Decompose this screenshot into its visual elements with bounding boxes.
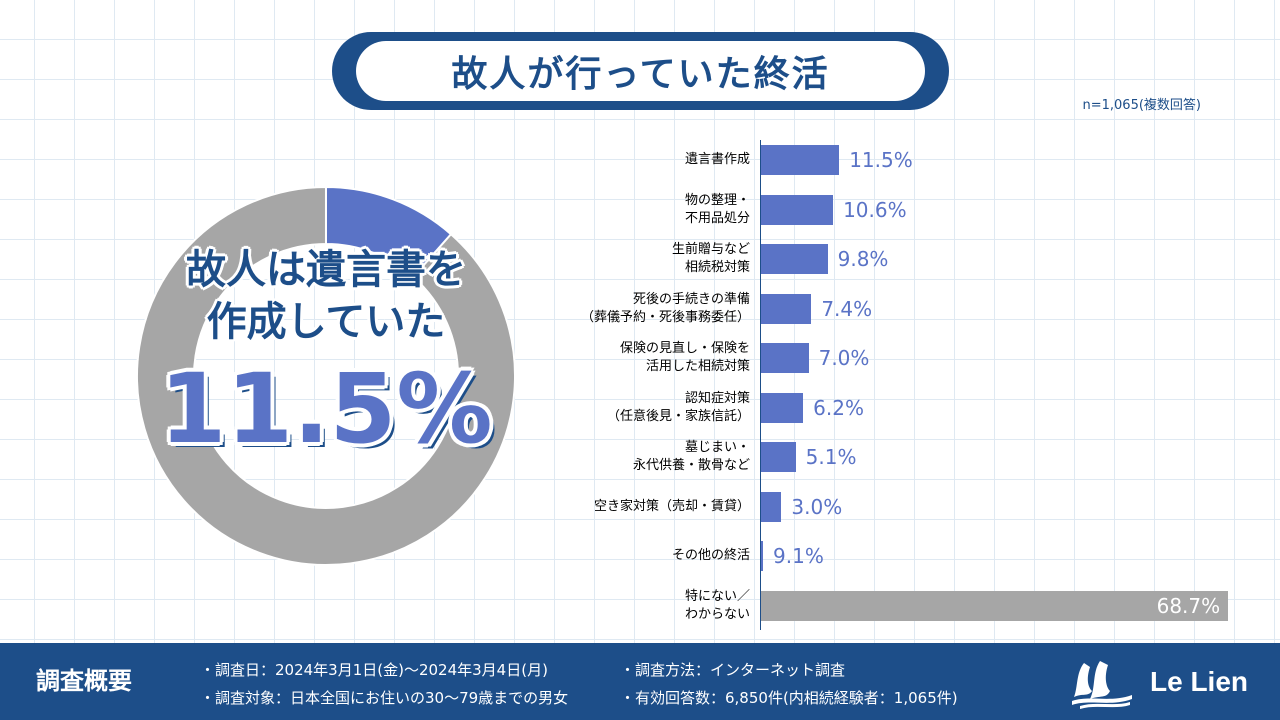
- bar: [761, 244, 828, 274]
- footer-heading: 調査概要: [36, 667, 132, 695]
- donut-callout-line1: 故人は遺言書を: [186, 247, 466, 293]
- bar-row: 物の整理・ 不用品処分 10.6%: [560, 185, 1260, 235]
- bar-row: 空き家対策（売却・賃貸） 3.0%: [560, 482, 1260, 532]
- donut-callout-line2: 作成していた: [206, 299, 446, 345]
- bar-row: その他の終活 9.1%: [560, 531, 1260, 581]
- footer-survey-target: ・調査対象：日本全国にお住いの30〜79歳までの男女: [200, 689, 569, 707]
- bar-value-label: 68.7%: [1156, 593, 1221, 618]
- bar: [761, 590, 1229, 621]
- bar: [761, 343, 809, 373]
- footer: 調査概要 ・調査日：2024年3月1日(金)〜2024年3月4日(月) ・調査方…: [0, 643, 1280, 720]
- donut-chart: [136, 186, 516, 566]
- bar: [761, 491, 782, 522]
- bar-chart-axis: [760, 140, 761, 630]
- donut-slice-rest: [136, 186, 516, 566]
- donut-callout: 故人は遺言書を 作成していた 11.5%: [136, 244, 516, 464]
- footer-survey-method: ・調査方法：インターネット調査: [620, 661, 846, 679]
- bar-value-label: 3.0%: [791, 494, 843, 519]
- bar-row: 保険の見直し・保険を 活用した相続対策 7.0%: [560, 333, 1260, 383]
- bar-row: 死後の手続きの準備 （葬儀予約・死後事務委任） 7.4%: [560, 284, 1260, 334]
- bar-category-label: 墓じまい・ 永代供養・散骨など: [632, 440, 750, 473]
- bar-category-label: 生前贈与など 相続税対策: [671, 242, 750, 275]
- bar-value-label: 7.0%: [818, 346, 870, 370]
- le-lien-logo-icon: [1072, 661, 1132, 709]
- bar-value-label: 10.6%: [843, 197, 907, 222]
- bar-row: 特にない／ わからない 68.7%: [560, 581, 1260, 631]
- bar-value-label: 6.2%: [813, 395, 864, 420]
- footer-valid-responses: ・有効回答数：6,850件(内相続経験者：1,065件): [620, 689, 958, 707]
- bar-row: 生前贈与など 相続税対策 9.8%: [560, 234, 1260, 284]
- bar: [761, 145, 840, 175]
- bar-category-label: その他の終活: [671, 548, 750, 563]
- bar-value-label: 11.5%: [849, 148, 913, 172]
- title-banner: 故人が行っていた終活: [332, 32, 949, 110]
- donut-callout-value: 11.5%: [159, 353, 493, 465]
- bar-category-label: 死後の手続きの準備 （葬儀予約・死後事務委任）: [580, 291, 750, 325]
- bar-value-label: 9.8%: [837, 247, 889, 271]
- page-title: 故人が行っていた終活: [356, 41, 925, 101]
- bar-row: 墓じまい・ 永代供養・散骨など 5.1%: [560, 432, 1260, 482]
- bar-category-label: 保険の見直し・保険を 活用した相続対策: [619, 341, 750, 374]
- bar: [761, 442, 796, 472]
- bar-chart: 遺言書作成 11.5% 物の整理・ 不用品処分 10.6% 生前贈与など 相続税対策 9.…: [560, 130, 1260, 635]
- bar-value-label: 7.4%: [821, 296, 873, 321]
- bar-category-label: 物の整理・ 不用品処分: [684, 192, 750, 226]
- bar-category-label: 特にない／ わからない: [684, 588, 750, 622]
- footer-survey-date: ・調査日：2024年3月1日(金)〜2024年3月4日(月): [200, 661, 548, 679]
- bar: [761, 194, 834, 225]
- bar-row: 認知症対策 （任意後見・家族信託） 6.2%: [560, 383, 1260, 433]
- bar-category-label: 遺言書作成: [684, 152, 750, 167]
- sample-size-note: n=1,065(複数回答): [1082, 98, 1202, 113]
- bar: [761, 293, 812, 324]
- bar-value-label: 5.1%: [805, 445, 857, 469]
- bar-row: 遺言書作成 11.5%: [560, 135, 1260, 185]
- bar-value-label: 9.1%: [773, 544, 824, 568]
- bar-category-label: 認知症対策 （任意後見・家族信託）: [606, 390, 750, 424]
- bar: [761, 392, 804, 423]
- bar-category-label: 空き家対策（売却・賃貸）: [593, 498, 750, 514]
- bar: [761, 541, 764, 571]
- le-lien-logo-text: Le Lien: [1150, 666, 1249, 697]
